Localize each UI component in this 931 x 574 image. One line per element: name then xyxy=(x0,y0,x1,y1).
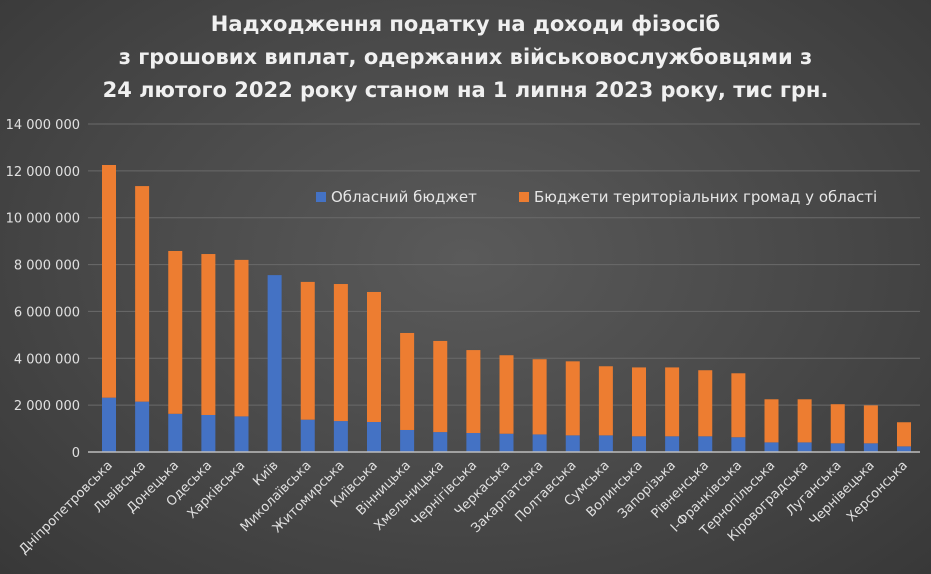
bar-community-budgets xyxy=(367,291,381,423)
bar-community-budgets xyxy=(135,186,150,402)
bar-community-budgets xyxy=(433,340,448,433)
bar-community-budgets xyxy=(698,370,713,437)
chart-title-line-2: з грошових виплат, одержаних військовосл… xyxy=(118,45,813,69)
chart-title-line-1: Надходження податку на доходи фізосіб xyxy=(210,12,721,36)
bar-community-budgets xyxy=(830,404,845,444)
bar-community-budgets xyxy=(764,399,779,443)
y-tick-label: 0 xyxy=(72,446,80,461)
y-tick-label: 8 000 000 xyxy=(14,259,80,274)
bar-community-budgets xyxy=(400,332,415,430)
bar-community-budgets xyxy=(234,259,249,417)
bar-community-budgets xyxy=(168,250,183,414)
bar-oblast-budget xyxy=(863,443,878,452)
bar-oblast-budget xyxy=(433,432,448,452)
legend-item-community-budgets: Бюджети територіальних громад у області xyxy=(519,188,877,206)
bar-community-budgets xyxy=(300,281,315,420)
bar-oblast-budget xyxy=(499,433,514,452)
legend-swatch-blue xyxy=(316,192,326,202)
bar-community-budgets xyxy=(532,359,547,435)
bar-community-budgets xyxy=(797,399,812,443)
bar-oblast-budget xyxy=(698,436,713,452)
bar-oblast-budget xyxy=(532,434,547,452)
bar-oblast-budget xyxy=(731,437,746,452)
bar-oblast-budget xyxy=(168,413,183,452)
bar-oblast-budget xyxy=(400,429,415,452)
bar-community-budgets xyxy=(897,422,911,447)
y-tick-label: 4 000 000 xyxy=(14,352,80,367)
bar-community-budgets xyxy=(665,367,680,437)
bar-community-budgets xyxy=(598,366,613,436)
legend-label: Бюджети територіальних громад у області xyxy=(534,188,878,206)
y-tick-label: 2 000 000 xyxy=(14,399,80,414)
bar-oblast-budget xyxy=(102,397,116,452)
bar-community-budgets xyxy=(333,284,348,422)
bar-oblast-budget xyxy=(764,442,779,452)
bar-oblast-budget xyxy=(135,401,150,452)
bar-oblast-budget xyxy=(665,436,680,452)
bar-community-budgets xyxy=(499,355,514,434)
bar-oblast-budget xyxy=(632,436,646,452)
legend-label: Обласний бюджет xyxy=(331,188,477,206)
chart-title: Надходження податку на доходи фізосіб з … xyxy=(0,8,931,107)
y-tick-label: 6 000 000 xyxy=(14,305,80,320)
bar-oblast-budget xyxy=(565,435,580,452)
y-tick-label: 12 000 000 xyxy=(6,165,80,180)
legend-item-oblast-budget: Обласний бюджет xyxy=(316,188,477,206)
bar-oblast-budget xyxy=(234,416,249,452)
bar-community-budgets xyxy=(201,254,216,415)
bar-oblast-budget xyxy=(830,443,845,452)
bar-community-budgets xyxy=(863,405,878,444)
bar-community-budgets xyxy=(102,165,116,398)
bar-oblast-budget xyxy=(333,421,348,452)
bar-oblast-budget xyxy=(897,446,911,452)
bar-oblast-budget xyxy=(598,435,613,452)
bar-community-budgets xyxy=(632,367,646,437)
y-tick-label: 14 000 000 xyxy=(6,118,80,133)
bar-oblast-budget xyxy=(466,433,481,452)
bar-community-budgets xyxy=(466,350,481,434)
bar-oblast-budget xyxy=(300,419,315,452)
y-tick-label: 10 000 000 xyxy=(6,212,80,227)
bar-oblast-budget xyxy=(267,275,282,452)
bar-oblast-budget xyxy=(201,414,216,452)
bar-oblast-budget xyxy=(797,442,812,452)
chart-title-line-3: 24 лютого 2022 року станом на 1 липня 20… xyxy=(102,78,829,102)
bar-community-budgets xyxy=(731,373,746,438)
bar-community-budgets xyxy=(565,361,580,436)
legend-swatch-orange xyxy=(519,192,529,202)
bar-oblast-budget xyxy=(367,422,381,452)
